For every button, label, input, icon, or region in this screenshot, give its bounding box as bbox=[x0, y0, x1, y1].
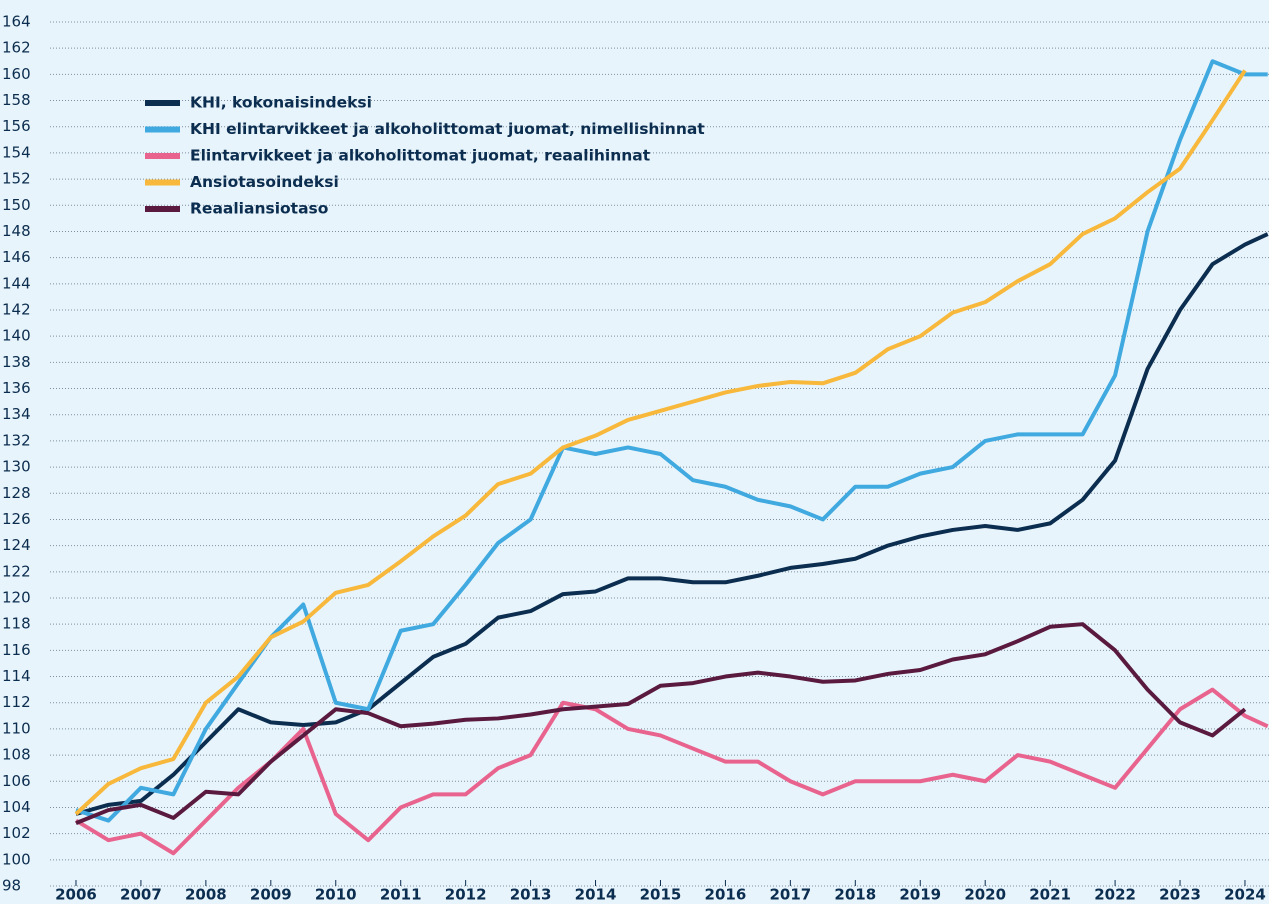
y-tick-label: 152 bbox=[2, 170, 31, 188]
x-tick-label: 2021 bbox=[1029, 886, 1071, 904]
x-tick-label: 2006 bbox=[55, 886, 97, 904]
y-tick-label: 116 bbox=[2, 641, 31, 659]
x-tick-label: 2008 bbox=[185, 886, 227, 904]
y-tick-label: 160 bbox=[2, 65, 31, 83]
y-tick-label: 114 bbox=[2, 667, 31, 685]
y-tick-label: 164 bbox=[2, 13, 31, 31]
series-line bbox=[74, 69, 1247, 816]
y-tick-label: 98 bbox=[2, 877, 21, 895]
y-tick-label: 102 bbox=[2, 824, 31, 842]
x-tick-label: 2013 bbox=[510, 886, 552, 904]
y-tick-label: 110 bbox=[2, 719, 31, 737]
y-tick-label: 122 bbox=[2, 562, 31, 580]
legend-label: KHI elintarvikkeet ja alkoholittomat juo… bbox=[190, 120, 705, 138]
x-tick-label: 2016 bbox=[705, 886, 747, 904]
y-tick-label: 150 bbox=[2, 196, 31, 214]
x-tick-label: 2012 bbox=[445, 886, 487, 904]
y-tick-label: 120 bbox=[2, 589, 31, 607]
x-tick-label: 2009 bbox=[250, 886, 292, 904]
y-tick-label: 106 bbox=[2, 772, 31, 790]
y-tick-label: 118 bbox=[2, 615, 31, 633]
y-tick-label: 154 bbox=[2, 143, 31, 161]
legend-label: KHI, kokonaisindeksi bbox=[190, 94, 372, 112]
series-line bbox=[75, 622, 1247, 826]
x-tick-label: 2014 bbox=[575, 886, 617, 904]
x-tick-label: 2020 bbox=[964, 886, 1006, 904]
y-tick-label: 156 bbox=[2, 117, 31, 135]
y-tick-label: 144 bbox=[2, 274, 31, 292]
x-tick-label: 2011 bbox=[380, 886, 422, 904]
y-tick-label: 158 bbox=[2, 91, 31, 109]
series-line bbox=[75, 59, 1268, 823]
x-tick-label: 2022 bbox=[1094, 886, 1136, 904]
legend-label: Elintarvikkeet ja alkoholittomat juomat,… bbox=[190, 147, 651, 165]
x-tick-label: 2015 bbox=[640, 886, 682, 904]
y-tick-label: 132 bbox=[2, 431, 31, 449]
y-tick-label: 140 bbox=[2, 327, 31, 345]
y-tick-label: 130 bbox=[2, 458, 31, 476]
x-tick-label: 2007 bbox=[120, 886, 162, 904]
y-tick-label: 124 bbox=[2, 536, 31, 554]
y-tick-label: 162 bbox=[2, 39, 31, 57]
y-tick-label: 146 bbox=[2, 248, 31, 266]
y-tick-label: 112 bbox=[2, 693, 31, 711]
y-tick-label: 126 bbox=[2, 510, 31, 528]
x-tick-label: 2017 bbox=[769, 886, 811, 904]
series-line bbox=[75, 232, 1269, 816]
y-tick-label: 108 bbox=[2, 746, 31, 764]
y-tick-label: 136 bbox=[2, 379, 31, 397]
x-tick-label: 2018 bbox=[834, 886, 876, 904]
y-tick-label: 148 bbox=[2, 222, 31, 240]
x-tick-label: 2010 bbox=[315, 886, 357, 904]
y-tick-label: 128 bbox=[2, 484, 31, 502]
legend-label: Ansiotasoindeksi bbox=[190, 173, 339, 191]
y-tick-label: 100 bbox=[2, 850, 31, 868]
y-tick-label: 104 bbox=[2, 798, 31, 816]
y-tick-label: 142 bbox=[2, 301, 31, 319]
y-tick-label: 138 bbox=[2, 353, 31, 371]
x-tick-label: 2023 bbox=[1159, 886, 1201, 904]
legend-label: Reaaliansiotaso bbox=[190, 200, 328, 218]
x-tick-label: 2024 bbox=[1224, 886, 1266, 904]
x-tick-label: 2019 bbox=[899, 886, 941, 904]
y-tick-label: 134 bbox=[2, 405, 31, 423]
